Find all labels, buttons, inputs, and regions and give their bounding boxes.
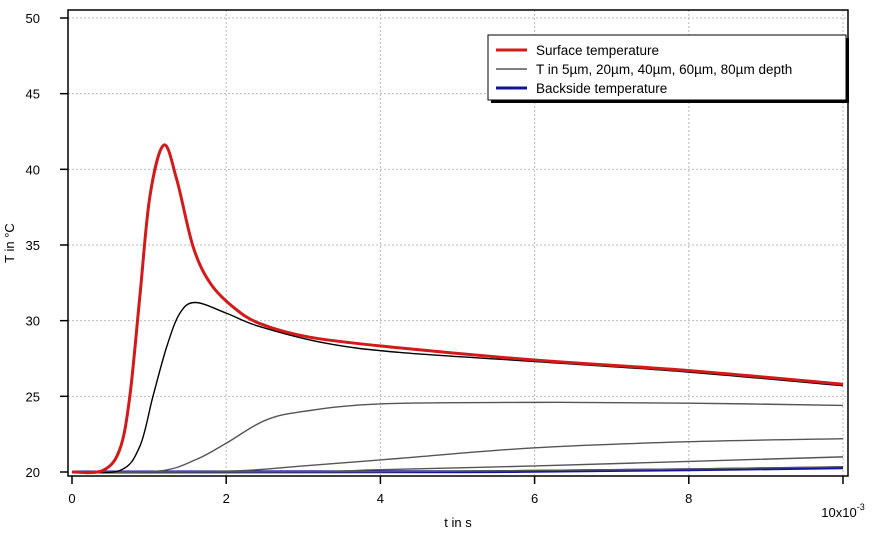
y-tick-label: 35 <box>26 238 40 253</box>
plot-frame <box>67 9 849 477</box>
x-tick-label: 4 <box>377 491 384 506</box>
legend-label: Surface temperature <box>536 43 659 58</box>
y-tick-label: 45 <box>26 87 40 102</box>
series-line <box>71 301 844 474</box>
axes: 0 2 4 6 8 20 25 30 35 40 45 50 <box>26 11 844 506</box>
x-multiplier-exponent: -3 <box>857 502 865 512</box>
legend-label: T in 5µm, 20µm, 40µm, 60µm, 80µm depth <box>536 62 792 77</box>
y-tick-label: 25 <box>26 389 40 404</box>
y-tick-label: 30 <box>26 314 40 329</box>
y-tick-label: 40 <box>26 162 40 177</box>
series-line <box>71 143 844 475</box>
x-tick-label: 6 <box>531 491 538 506</box>
series-group <box>71 143 844 475</box>
series-line <box>71 401 844 474</box>
y-axis-label: T in °C <box>2 223 17 263</box>
series-line <box>71 456 844 473</box>
x-tick-label: 2 <box>223 491 230 506</box>
y-tick-label: 50 <box>26 11 40 26</box>
x-tick-label: 0 <box>68 491 75 506</box>
x-axis-label: t in s <box>444 515 472 530</box>
legend: Surface temperature T in 5µm, 20µm, 40µm,… <box>487 34 849 103</box>
series-line <box>71 438 844 473</box>
x-tick-label: 8 <box>685 491 692 506</box>
legend-label: Backside temperature <box>536 81 667 96</box>
x-multiplier-label: 10x10-3 <box>821 502 864 520</box>
y-tick-label: 20 <box>26 465 40 480</box>
legend-box <box>487 34 847 101</box>
